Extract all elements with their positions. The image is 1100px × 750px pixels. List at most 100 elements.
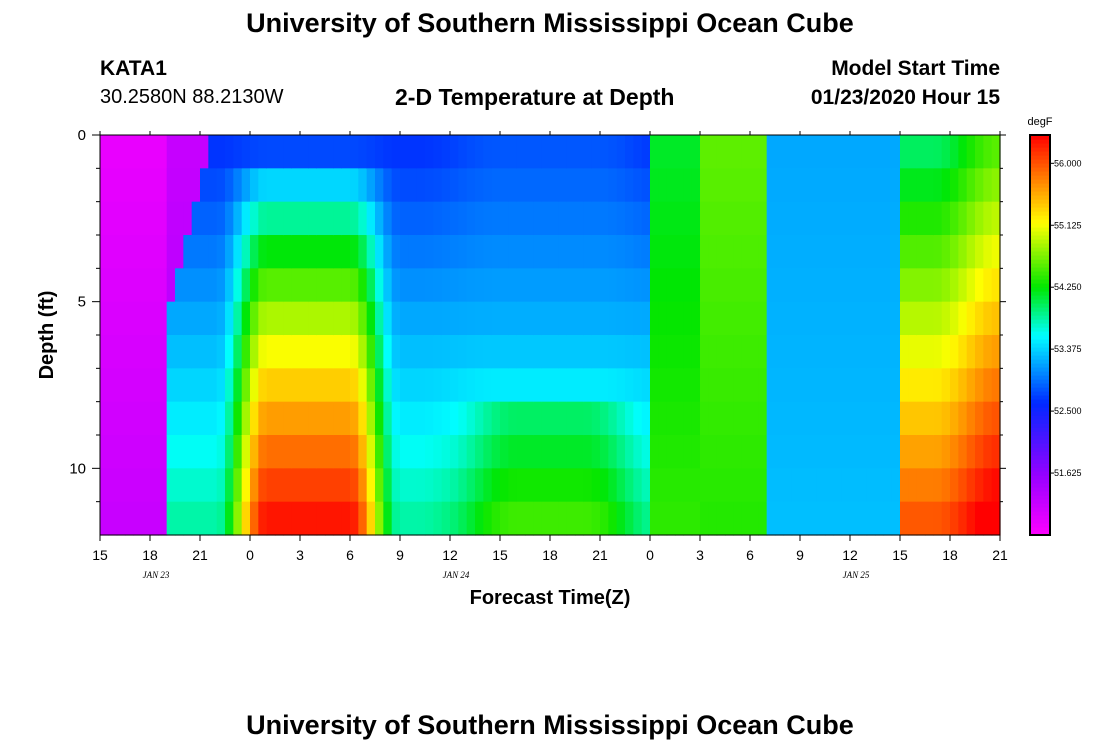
x-tick-label: 18 <box>942 547 958 563</box>
heatmap-cell <box>741 268 751 303</box>
heatmap-cell <box>100 168 109 203</box>
heatmap-cell <box>316 201 326 236</box>
heatmap-cell <box>341 201 351 236</box>
heatmap-cell <box>616 268 626 303</box>
heatmap-cell <box>450 235 459 269</box>
heatmap-cell <box>650 168 659 203</box>
heatmap-cell <box>766 235 776 269</box>
colorbar-swatch <box>1030 499 1050 504</box>
heatmap-cell <box>258 501 268 536</box>
heatmap-cell <box>158 135 168 169</box>
heatmap-cell <box>233 435 243 469</box>
heatmap-cell <box>400 435 409 469</box>
colorbar-swatch <box>1030 343 1050 348</box>
x-tick-label: 3 <box>296 547 304 563</box>
heatmap-cell <box>108 268 118 303</box>
heatmap-cell <box>475 401 484 436</box>
heatmap-cell <box>983 435 993 469</box>
heatmap-cell <box>908 468 918 503</box>
heatmap-cell <box>525 268 534 303</box>
heatmap-cell <box>466 335 476 369</box>
colorbar-swatch <box>1030 287 1050 292</box>
heatmap-cell <box>641 435 651 469</box>
colorbar-swatch <box>1030 383 1050 388</box>
heatmap-cell <box>425 235 434 269</box>
heatmap-cell <box>850 201 859 236</box>
heatmap-cell <box>475 335 484 369</box>
heatmap-cell <box>575 335 584 369</box>
heatmap-cell <box>408 235 418 269</box>
heatmap-cell <box>808 135 818 169</box>
heatmap-cell <box>683 435 693 469</box>
heatmap-cell <box>191 401 201 436</box>
heatmap-cell <box>341 435 351 469</box>
heatmap-cell <box>991 235 1001 269</box>
heatmap-cell <box>491 368 501 403</box>
colorbar-swatch <box>1030 271 1050 276</box>
heatmap-cell <box>625 135 634 169</box>
heatmap-cell <box>500 368 509 403</box>
heatmap-cell <box>450 368 459 403</box>
heatmap-cell <box>525 201 534 236</box>
heatmap-cell <box>216 168 226 203</box>
colorbar-swatch <box>1030 331 1050 336</box>
heatmap-cell <box>691 301 701 336</box>
heatmap-cell <box>191 135 201 169</box>
heatmap-cell <box>275 135 284 169</box>
colorbar-swatch <box>1030 267 1050 272</box>
heatmap-cell <box>983 368 993 403</box>
heatmap-cell <box>575 168 584 203</box>
x-tick-label: 6 <box>346 547 354 563</box>
colorbar-swatch <box>1030 239 1050 244</box>
heatmap-cell <box>341 135 351 169</box>
heatmap-cell <box>241 335 251 369</box>
heatmap-cell <box>575 435 584 469</box>
heatmap-cell <box>441 201 451 236</box>
heatmap-cell <box>408 201 418 236</box>
heatmap-cell <box>950 268 959 303</box>
page-title: University of Southern Mississippi Ocean… <box>246 8 854 38</box>
heatmap-cell <box>666 301 676 336</box>
heatmap-cell <box>233 135 243 169</box>
heatmap-cell <box>866 235 876 269</box>
heatmap-cell <box>533 201 543 236</box>
heatmap-cell <box>400 235 409 269</box>
heatmap-cell <box>466 235 476 269</box>
heatmap-cell <box>241 301 251 336</box>
heatmap-cell <box>800 235 809 269</box>
heatmap-cell <box>433 135 443 169</box>
heatmap-cell <box>958 235 968 269</box>
heatmap-cell <box>916 135 926 169</box>
heatmap-cell <box>225 268 234 303</box>
heatmap-cell <box>675 401 684 436</box>
heatmap-cell <box>266 501 276 536</box>
heatmap-cell <box>491 268 501 303</box>
heatmap-cell <box>750 501 759 536</box>
heatmap-cell <box>300 168 309 203</box>
heatmap-cell <box>650 268 659 303</box>
heatmap-cell <box>650 201 659 236</box>
heatmap-cell <box>958 501 968 536</box>
heatmap-cell <box>966 135 976 169</box>
heatmap-cell <box>758 301 768 336</box>
heatmap-cell <box>166 135 176 169</box>
heatmap-cell <box>216 501 226 536</box>
heatmap-cell <box>583 501 593 536</box>
heatmap-cell <box>608 268 618 303</box>
heatmap-cell <box>766 435 776 469</box>
heatmap-cell <box>825 468 834 503</box>
heatmap-cell <box>258 135 268 169</box>
heatmap-cell <box>158 335 168 369</box>
heatmap-cell <box>116 435 126 469</box>
heatmap-cell <box>875 268 884 303</box>
heatmap-cell <box>158 435 168 469</box>
heatmap-cell <box>841 401 851 436</box>
heatmap-cell <box>866 268 876 303</box>
heatmap-cell <box>883 235 893 269</box>
heatmap-cell <box>258 335 268 369</box>
heatmap-cell <box>208 301 218 336</box>
heatmap-cell <box>691 168 701 203</box>
x-tick-label: 0 <box>646 547 654 563</box>
heatmap-cell <box>166 335 176 369</box>
heatmap-cell <box>275 301 284 336</box>
